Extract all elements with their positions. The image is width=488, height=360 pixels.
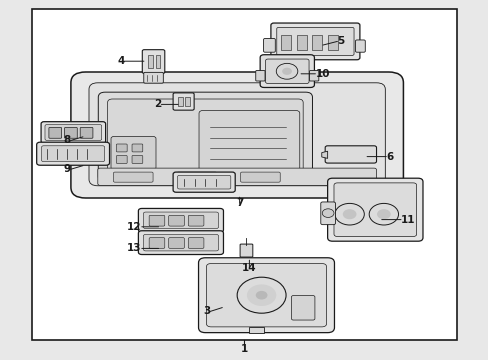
FancyBboxPatch shape — [255, 71, 264, 81]
Bar — [32, 9, 456, 340]
FancyBboxPatch shape — [143, 234, 218, 251]
FancyBboxPatch shape — [325, 146, 376, 163]
Text: 9: 9 — [63, 164, 71, 174]
Bar — [184, 97, 189, 106]
FancyBboxPatch shape — [199, 111, 299, 172]
FancyBboxPatch shape — [41, 122, 105, 143]
FancyBboxPatch shape — [173, 93, 194, 110]
Circle shape — [246, 284, 276, 306]
FancyBboxPatch shape — [80, 127, 93, 138]
FancyBboxPatch shape — [138, 231, 223, 255]
FancyBboxPatch shape — [64, 127, 77, 138]
FancyBboxPatch shape — [198, 258, 334, 333]
Text: 4: 4 — [117, 56, 124, 66]
FancyBboxPatch shape — [177, 175, 230, 189]
FancyBboxPatch shape — [188, 215, 203, 226]
FancyBboxPatch shape — [263, 39, 275, 52]
FancyBboxPatch shape — [291, 296, 314, 320]
Bar — [296, 35, 306, 50]
FancyBboxPatch shape — [71, 72, 403, 198]
FancyBboxPatch shape — [138, 208, 223, 232]
FancyBboxPatch shape — [168, 238, 184, 248]
FancyBboxPatch shape — [111, 136, 156, 170]
FancyBboxPatch shape — [320, 202, 335, 225]
FancyBboxPatch shape — [355, 40, 365, 52]
FancyBboxPatch shape — [143, 212, 218, 229]
Text: 1: 1 — [241, 344, 247, 354]
FancyBboxPatch shape — [240, 172, 280, 182]
Circle shape — [322, 209, 333, 217]
Bar — [249, 327, 264, 333]
Bar — [312, 35, 322, 50]
FancyBboxPatch shape — [113, 172, 153, 182]
FancyBboxPatch shape — [45, 125, 102, 140]
Circle shape — [255, 291, 267, 300]
FancyBboxPatch shape — [240, 244, 252, 257]
Bar — [327, 35, 337, 50]
Text: 7: 7 — [235, 198, 243, 208]
FancyBboxPatch shape — [107, 99, 303, 175]
FancyBboxPatch shape — [168, 215, 184, 226]
Text: 13: 13 — [127, 243, 142, 253]
FancyBboxPatch shape — [132, 156, 142, 163]
Text: 3: 3 — [203, 306, 210, 316]
FancyBboxPatch shape — [149, 238, 164, 248]
Text: 10: 10 — [315, 69, 329, 79]
FancyBboxPatch shape — [173, 172, 235, 192]
FancyBboxPatch shape — [276, 27, 353, 55]
Text: 2: 2 — [154, 99, 161, 109]
Bar — [281, 35, 290, 50]
FancyBboxPatch shape — [188, 238, 203, 248]
Circle shape — [282, 68, 291, 75]
Bar — [155, 55, 160, 68]
FancyBboxPatch shape — [116, 144, 127, 152]
FancyBboxPatch shape — [37, 142, 109, 165]
Text: 12: 12 — [127, 222, 142, 232]
FancyBboxPatch shape — [143, 72, 163, 83]
FancyBboxPatch shape — [309, 71, 318, 81]
Circle shape — [342, 209, 356, 219]
Circle shape — [376, 209, 390, 219]
FancyBboxPatch shape — [89, 83, 385, 186]
Polygon shape — [321, 151, 327, 158]
Bar — [178, 97, 183, 106]
Text: 11: 11 — [400, 215, 415, 225]
FancyBboxPatch shape — [98, 92, 312, 181]
FancyBboxPatch shape — [206, 264, 326, 327]
FancyBboxPatch shape — [270, 23, 359, 60]
FancyBboxPatch shape — [333, 183, 416, 237]
FancyBboxPatch shape — [49, 127, 61, 138]
FancyBboxPatch shape — [132, 144, 142, 152]
FancyBboxPatch shape — [177, 172, 216, 182]
Text: 8: 8 — [63, 135, 71, 145]
Bar — [147, 55, 152, 68]
FancyBboxPatch shape — [116, 156, 127, 163]
FancyBboxPatch shape — [142, 50, 164, 73]
Text: 6: 6 — [386, 152, 393, 162]
Text: 5: 5 — [337, 36, 344, 46]
FancyBboxPatch shape — [260, 55, 314, 87]
FancyBboxPatch shape — [98, 168, 376, 185]
FancyBboxPatch shape — [327, 178, 422, 241]
FancyBboxPatch shape — [265, 59, 308, 84]
Text: 14: 14 — [242, 263, 256, 273]
FancyBboxPatch shape — [149, 215, 164, 226]
FancyBboxPatch shape — [41, 146, 104, 162]
